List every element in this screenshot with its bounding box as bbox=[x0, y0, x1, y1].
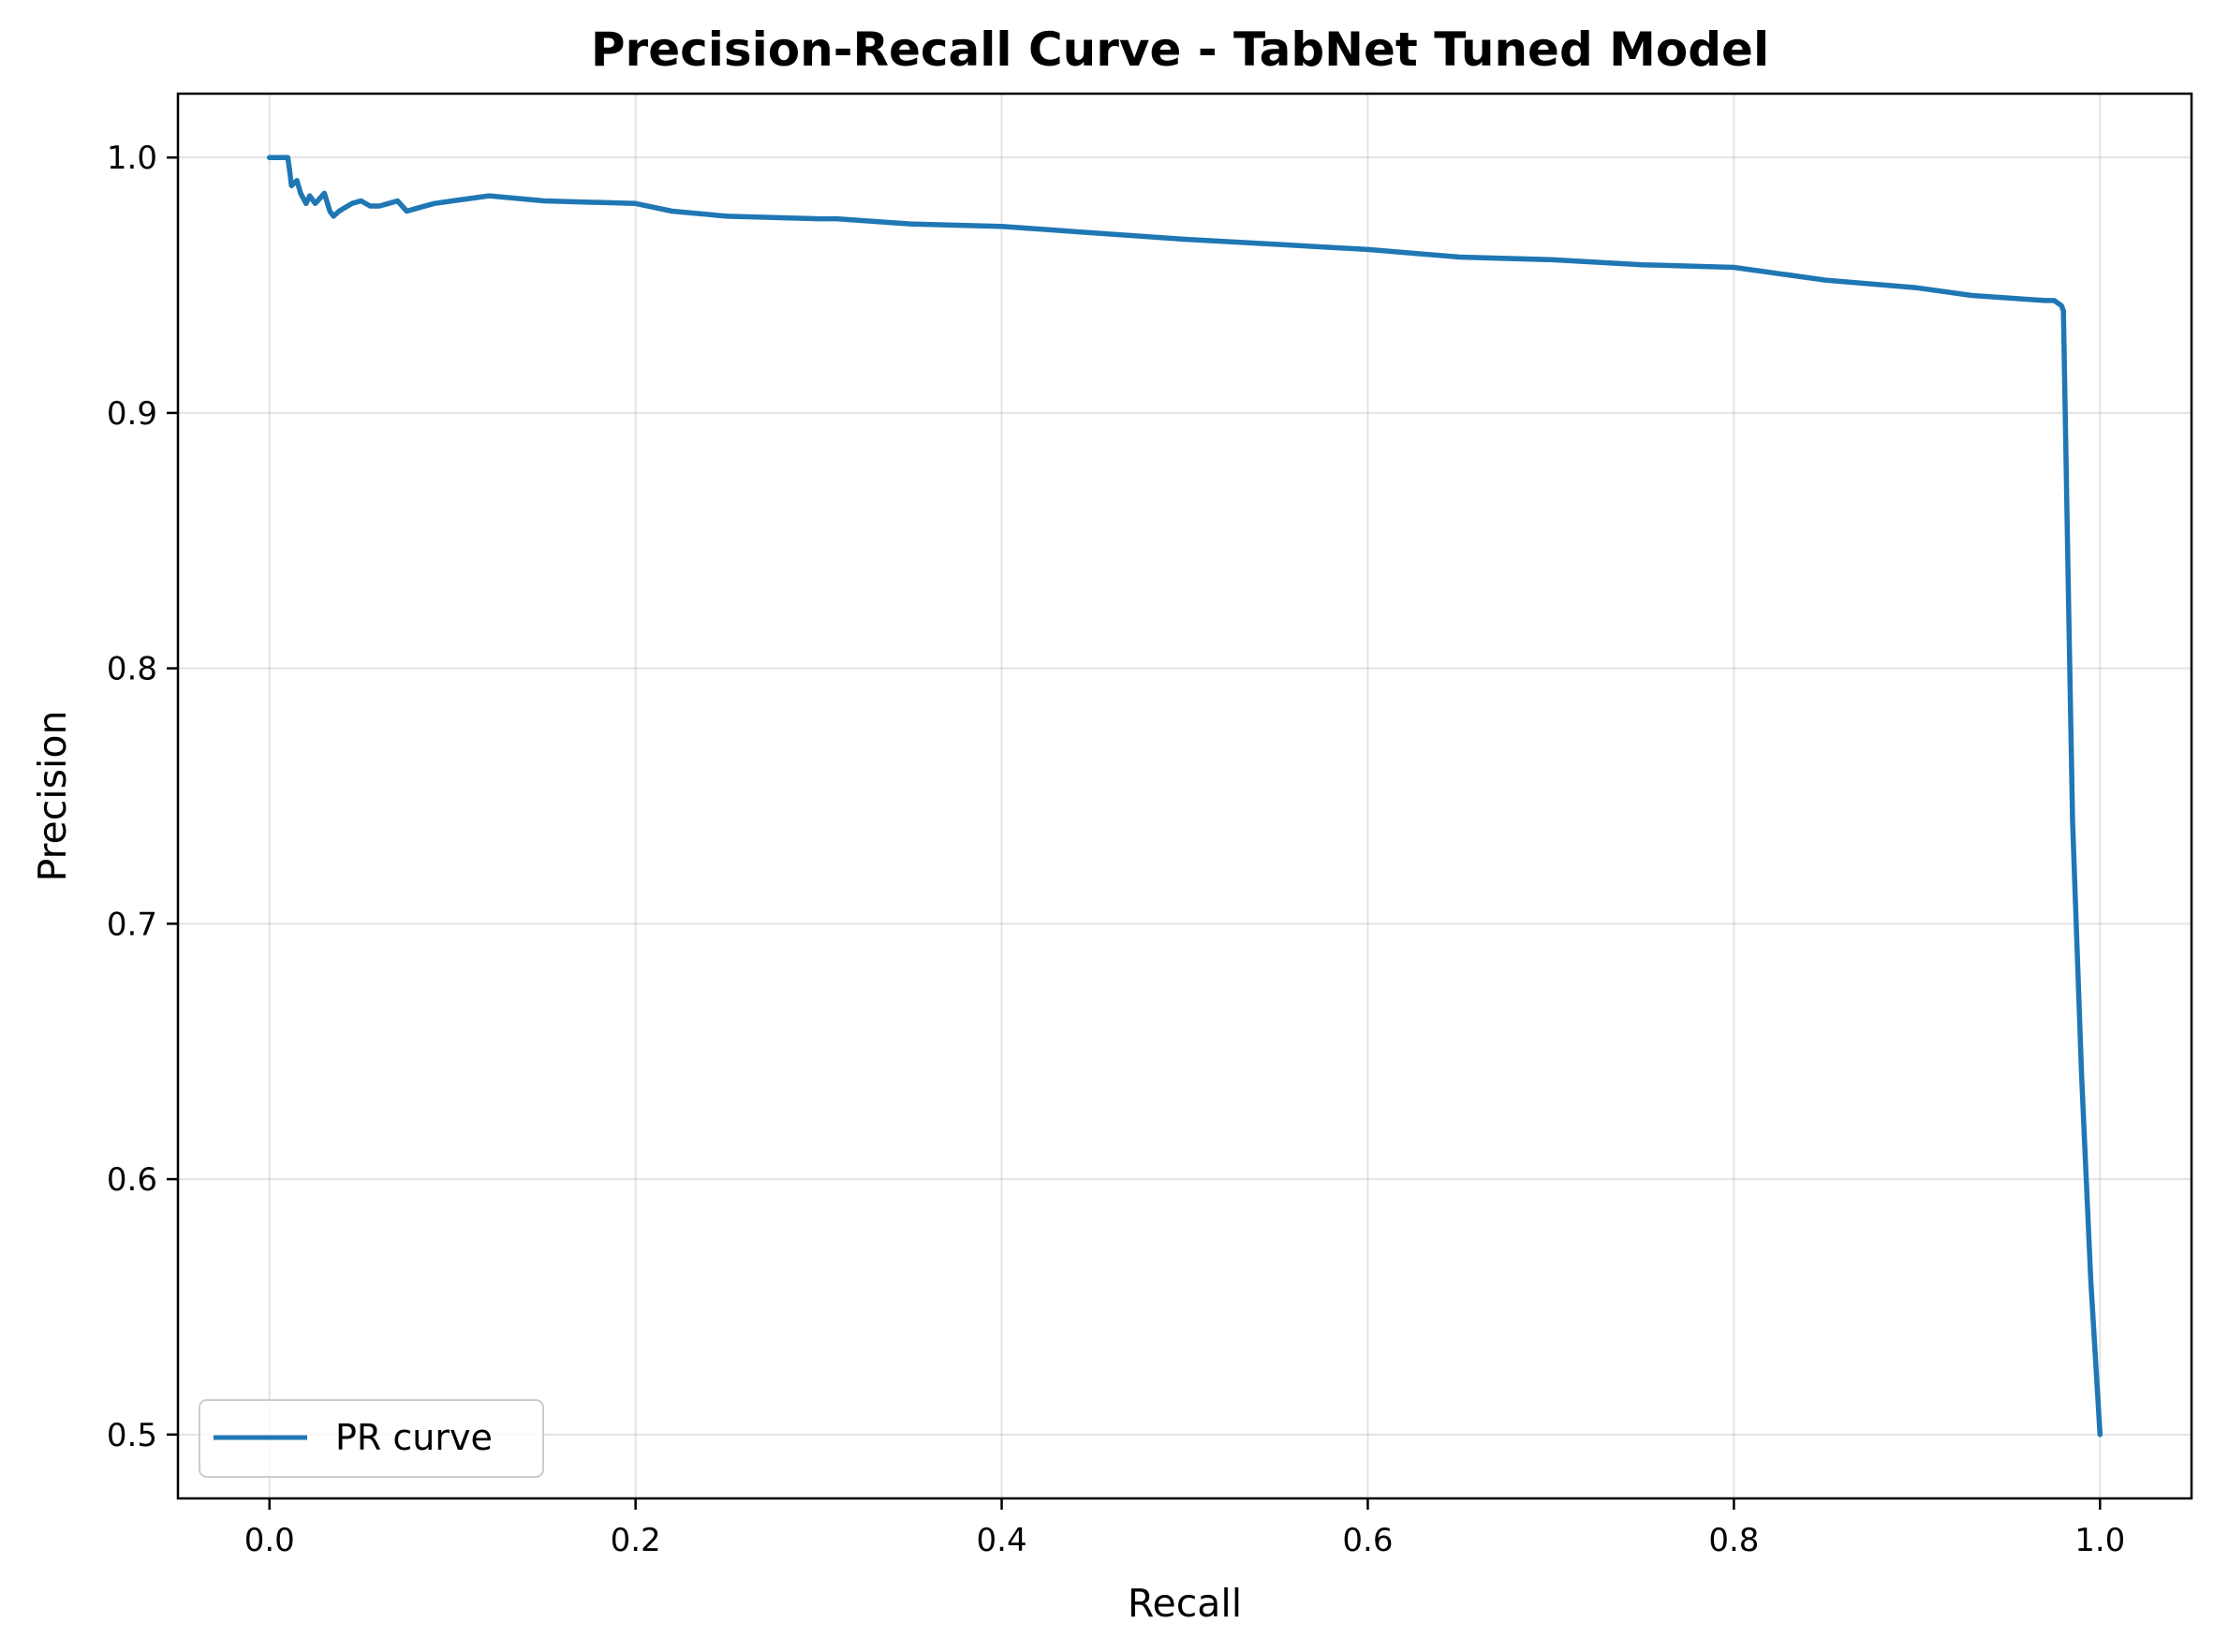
x-tick-label: 1.0 bbox=[2074, 1522, 2125, 1559]
plot-frame bbox=[176, 92, 2193, 1500]
legend-box bbox=[199, 1399, 544, 1478]
y-tick-label: 0.6 bbox=[107, 1161, 157, 1199]
y-axis-label: Precision bbox=[30, 711, 75, 882]
x-ticks: 0.0 0.2 0.4 0.6 0.8 1.0 bbox=[244, 1498, 2125, 1559]
grid bbox=[178, 94, 2192, 1498]
y-tick-label: 0.9 bbox=[107, 395, 157, 433]
x-tick-label: 0.6 bbox=[1342, 1522, 1393, 1559]
x-tick-label: 0.0 bbox=[244, 1522, 295, 1559]
y-tick-label: 0.8 bbox=[107, 651, 157, 688]
y-tick-label: 0.5 bbox=[107, 1417, 157, 1454]
legend-label: PR curve bbox=[335, 1417, 493, 1458]
legend: PR curve bbox=[199, 1399, 544, 1478]
chart-title: Precision-Recall Curve - TabNet Tuned Mo… bbox=[591, 22, 1769, 77]
y-tick-label: 1.0 bbox=[107, 140, 157, 177]
y-tick-label: 0.7 bbox=[107, 906, 157, 943]
y-ticks: 0.5 0.6 0.7 0.8 0.9 1.0 bbox=[107, 140, 178, 1454]
x-axis-label: Recall bbox=[1128, 1581, 1242, 1626]
x-tick-label: 0.4 bbox=[977, 1522, 1027, 1559]
series-line bbox=[266, 155, 2103, 1438]
series-layer bbox=[266, 155, 2103, 1438]
x-tick-label: 0.2 bbox=[611, 1522, 661, 1559]
x-tick-label: 0.8 bbox=[1708, 1522, 1759, 1559]
